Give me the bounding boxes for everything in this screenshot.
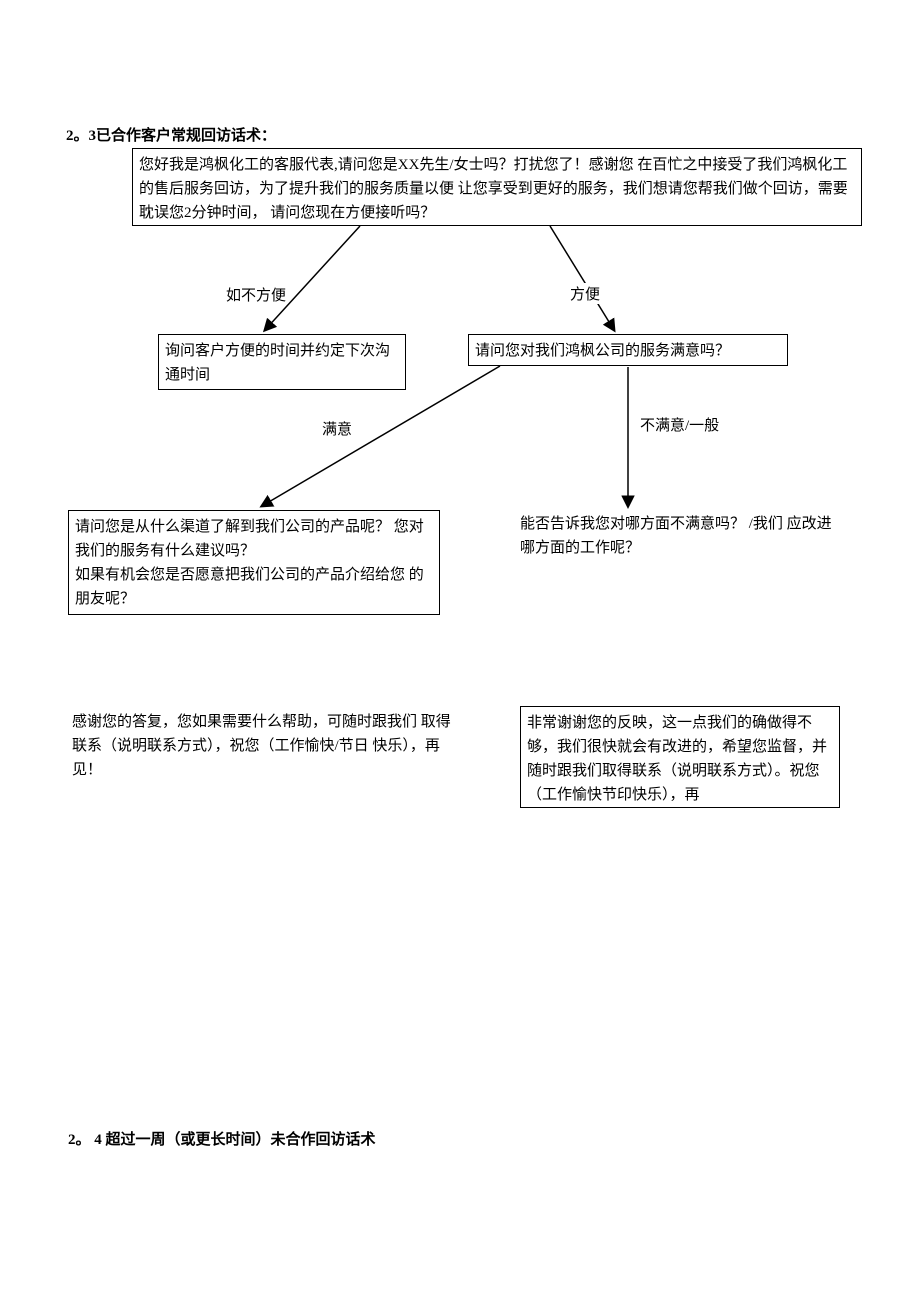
thanks-right-box: 非常谢谢您的反映，这一点我们的确做得不够，我们很快就会有改进的，希望您监督，并随… [520, 706, 840, 808]
unsatisfied-questions-text: 能否告诉我您对哪方面不满意吗？ /我们 应改进哪方面的工作呢？ [520, 512, 840, 560]
edge-label-satisfied: 满意 [322, 418, 352, 439]
intro-box: 您好我是鸿枫化工的客服代表,请问您是XX先生/女士吗？打扰您了！感谢您 在百忙之… [132, 148, 862, 226]
section-heading-2-3: 2。3已合作客户常规回访话术： [66, 124, 276, 145]
ask-satisfy-box: 请问您对我们鸿枫公司的服务满意吗？ [468, 334, 788, 366]
edge-label-unsatisfied: 不满意/一般 [640, 414, 719, 435]
ask-time-box: 询问客户方便的时间并约定下次沟通时间 [158, 334, 406, 390]
page: 2。3已合作客户常规回访话术： 您好我是鸿枫化工的客服代表,请问您是XX先生/女… [0, 0, 920, 1302]
satisfied-questions-box: 请问您是从什么渠道了解到我们公司的产品呢？ 您对我们的服务有什么建议吗？ 如果有… [68, 510, 440, 615]
edge-label-convenient: 方便 [570, 283, 600, 304]
thanks-left-text: 感谢您的答复，您如果需要什么帮助，可随时跟我们 取得联系（说明联系方式），祝您（… [72, 710, 462, 782]
section-heading-2-4: 2。 4 超过一周（或更长时间）未合作回访话术 [68, 1128, 376, 1149]
edge-label-inconvenient: 如不方便 [226, 284, 286, 305]
